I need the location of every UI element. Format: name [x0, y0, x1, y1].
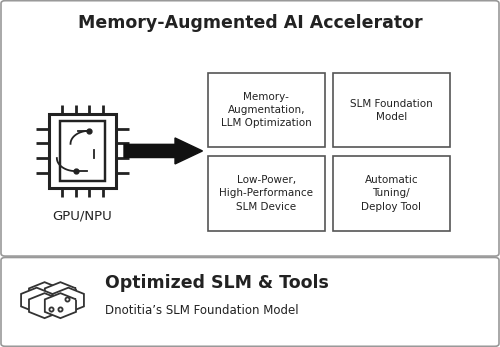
Text: Memory-Augmented AI Accelerator: Memory-Augmented AI Accelerator	[78, 14, 422, 32]
FancyBboxPatch shape	[208, 156, 325, 231]
Text: Automatic
Tuning/
Deploy Tool: Automatic Tuning/ Deploy Tool	[361, 175, 421, 212]
Polygon shape	[45, 293, 76, 318]
FancyBboxPatch shape	[332, 156, 450, 231]
FancyBboxPatch shape	[49, 114, 116, 188]
Polygon shape	[45, 282, 76, 307]
Text: Optimized SLM & Tools: Optimized SLM & Tools	[105, 274, 329, 292]
Polygon shape	[21, 288, 52, 313]
Polygon shape	[29, 293, 60, 318]
Text: Dnotitia’s SLM Foundation Model: Dnotitia’s SLM Foundation Model	[105, 304, 298, 317]
Text: GPU/NPU: GPU/NPU	[52, 210, 112, 222]
FancyBboxPatch shape	[1, 1, 499, 256]
Text: Memory-
Augmentation,
LLM Optimization: Memory- Augmentation, LLM Optimization	[221, 92, 312, 128]
Polygon shape	[124, 138, 202, 164]
FancyBboxPatch shape	[332, 73, 450, 147]
FancyBboxPatch shape	[208, 73, 325, 147]
Text: Low-Power,
High-Performance
SLM Device: Low-Power, High-Performance SLM Device	[219, 175, 313, 212]
Polygon shape	[29, 282, 60, 307]
Text: SLM Foundation
Model: SLM Foundation Model	[350, 99, 432, 122]
Polygon shape	[53, 288, 84, 313]
FancyBboxPatch shape	[60, 121, 106, 181]
FancyBboxPatch shape	[1, 257, 499, 346]
